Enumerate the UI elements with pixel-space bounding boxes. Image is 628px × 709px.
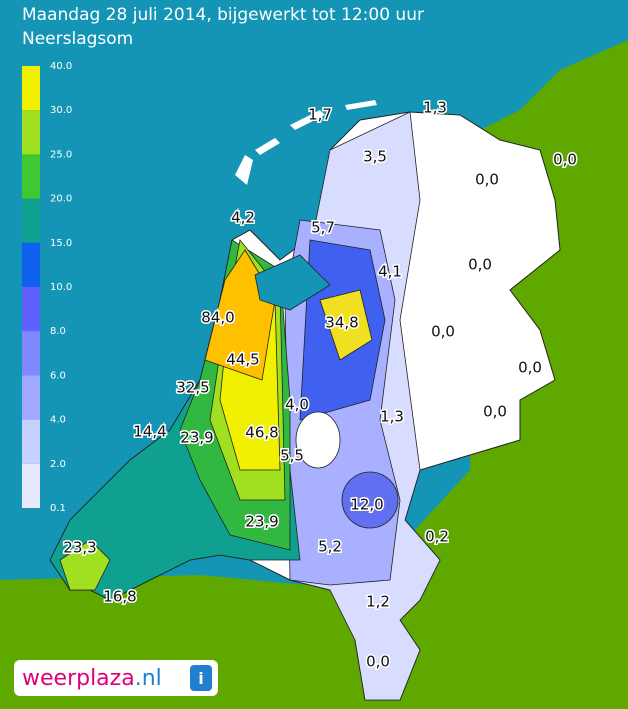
legend-band [22, 463, 40, 508]
station-value: 23,9 [245, 513, 278, 531]
station-value: 1,2 [366, 593, 390, 611]
station-value: 0,0 [431, 323, 455, 341]
station-value: 3,5 [363, 148, 387, 166]
legend-band [22, 287, 40, 332]
islands [235, 100, 377, 185]
land [0, 40, 628, 709]
legend-band [22, 198, 40, 243]
station-value: 23,9 [180, 429, 213, 447]
legend-label: 15.0 [50, 238, 72, 249]
legend-label: 25.0 [50, 149, 72, 160]
legend-label: 30.0 [50, 105, 72, 116]
station-value: 5,5 [280, 447, 304, 465]
legend-label: 6.0 [50, 370, 66, 381]
logo-text: weerplaza.nl [22, 666, 162, 691]
station-value: 0,0 [468, 256, 492, 274]
legend-label: 10.0 [50, 282, 72, 293]
station-value: 4,0 [285, 396, 309, 414]
legend-label: 2.0 [50, 459, 66, 470]
legend-label: 0.1 [50, 503, 66, 514]
station-value: 1,7 [308, 106, 332, 124]
station-value: 0,0 [518, 359, 542, 377]
legend-label: 4.0 [50, 415, 66, 426]
station-value: 5,7 [311, 219, 335, 237]
station-value: 1,3 [380, 408, 404, 426]
station-value: 84,0 [201, 309, 234, 327]
logo-tld: .nl [135, 666, 162, 691]
station-value: 32,5 [176, 379, 209, 397]
logo-name: weerplaza [22, 666, 135, 691]
station-value: 44,5 [226, 351, 259, 369]
station-value: 46,8 [245, 424, 278, 442]
station-value: 0,0 [483, 403, 507, 421]
legend-band [22, 110, 40, 155]
station-value: 5,2 [318, 538, 342, 556]
station-value: 1,3 [423, 99, 447, 117]
station-value: 4,1 [378, 263, 402, 281]
legend-band [22, 375, 40, 420]
precipitation-areas [49, 111, 441, 701]
station-value: 14,4 [133, 423, 166, 441]
legend: 40.0 30.0 25.0 20.0 15.0 10.0 8.0 6.0 4.0 2.0 0.1 [22, 61, 72, 514]
station-value: 12,0 [350, 496, 383, 514]
station-value: 0,0 [553, 151, 577, 169]
station-value: 16,8 [103, 588, 136, 606]
title: Maandag 28 juli 2014, bijgewerkt tot 12:… [22, 5, 424, 25]
legend-band [22, 419, 40, 464]
station-value: 0,2 [425, 528, 449, 546]
svg-text:i: i [198, 669, 203, 688]
legend-label: 40.0 [50, 61, 72, 72]
legend-band [22, 66, 40, 111]
legend-band [22, 242, 40, 287]
legend-label: 8.0 [50, 326, 66, 337]
station-value: 0,0 [475, 171, 499, 189]
legend-band [22, 331, 40, 376]
map-labels: 1,7 1,3 3,5 0,0 0,0 4,2 5,7 4,1 0,0 84,0 34,8 0,0 44… [62, 97, 579, 672]
subtitle: Neerslagsom [22, 29, 133, 49]
station-value: 34,8 [325, 314, 358, 332]
legend-band [22, 154, 40, 199]
legend-label: 20.0 [50, 194, 72, 205]
logo: weerplaza.nl i [14, 660, 218, 696]
station-value: 0,0 [366, 653, 390, 671]
station-value: 23,3 [63, 539, 96, 557]
station-value: 4,2 [231, 209, 255, 227]
